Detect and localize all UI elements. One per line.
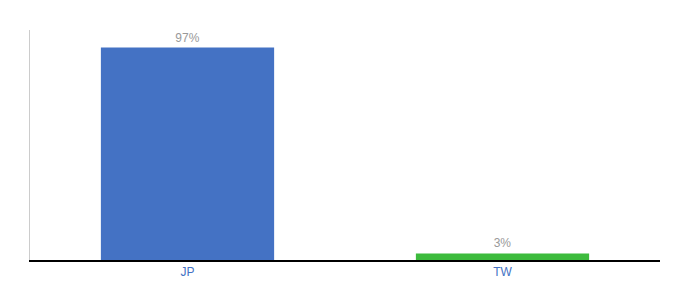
svg-text:JP: JP <box>180 265 194 279</box>
svg-text:3%: 3% <box>494 236 512 250</box>
svg-text:TW: TW <box>493 265 512 279</box>
svg-text:97%: 97% <box>175 31 199 45</box>
